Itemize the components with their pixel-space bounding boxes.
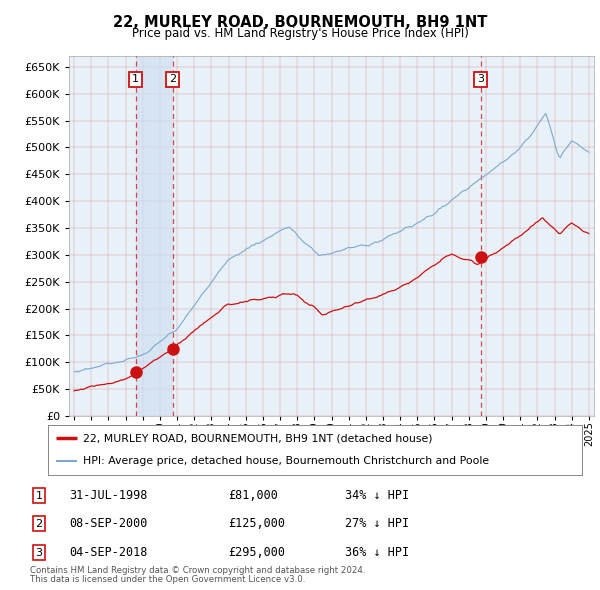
Text: 08-SEP-2000: 08-SEP-2000: [69, 517, 148, 530]
Text: 34% ↓ HPI: 34% ↓ HPI: [345, 489, 409, 502]
Text: 3: 3: [35, 548, 43, 558]
Text: HPI: Average price, detached house, Bournemouth Christchurch and Poole: HPI: Average price, detached house, Bour…: [83, 457, 489, 467]
Text: £295,000: £295,000: [228, 546, 285, 559]
Text: £81,000: £81,000: [228, 489, 278, 502]
Text: 2: 2: [35, 519, 43, 529]
Bar: [136, 56, 173, 416]
Text: 36% ↓ HPI: 36% ↓ HPI: [345, 546, 409, 559]
Text: This data is licensed under the Open Government Licence v3.0.: This data is licensed under the Open Gov…: [30, 575, 305, 584]
Text: 3: 3: [477, 74, 484, 84]
Text: Contains HM Land Registry data © Crown copyright and database right 2024.: Contains HM Land Registry data © Crown c…: [30, 566, 365, 575]
Text: 1: 1: [132, 74, 139, 84]
Text: 22, MURLEY ROAD, BOURNEMOUTH, BH9 1NT: 22, MURLEY ROAD, BOURNEMOUTH, BH9 1NT: [113, 15, 487, 30]
Text: 1: 1: [35, 491, 43, 500]
Text: 22, MURLEY ROAD, BOURNEMOUTH, BH9 1NT (detached house): 22, MURLEY ROAD, BOURNEMOUTH, BH9 1NT (d…: [83, 433, 432, 443]
Text: 2: 2: [169, 74, 176, 84]
Text: £125,000: £125,000: [228, 517, 285, 530]
Text: Price paid vs. HM Land Registry's House Price Index (HPI): Price paid vs. HM Land Registry's House …: [131, 27, 469, 40]
Text: 31-JUL-1998: 31-JUL-1998: [69, 489, 148, 502]
Text: 04-SEP-2018: 04-SEP-2018: [69, 546, 148, 559]
Text: 27% ↓ HPI: 27% ↓ HPI: [345, 517, 409, 530]
